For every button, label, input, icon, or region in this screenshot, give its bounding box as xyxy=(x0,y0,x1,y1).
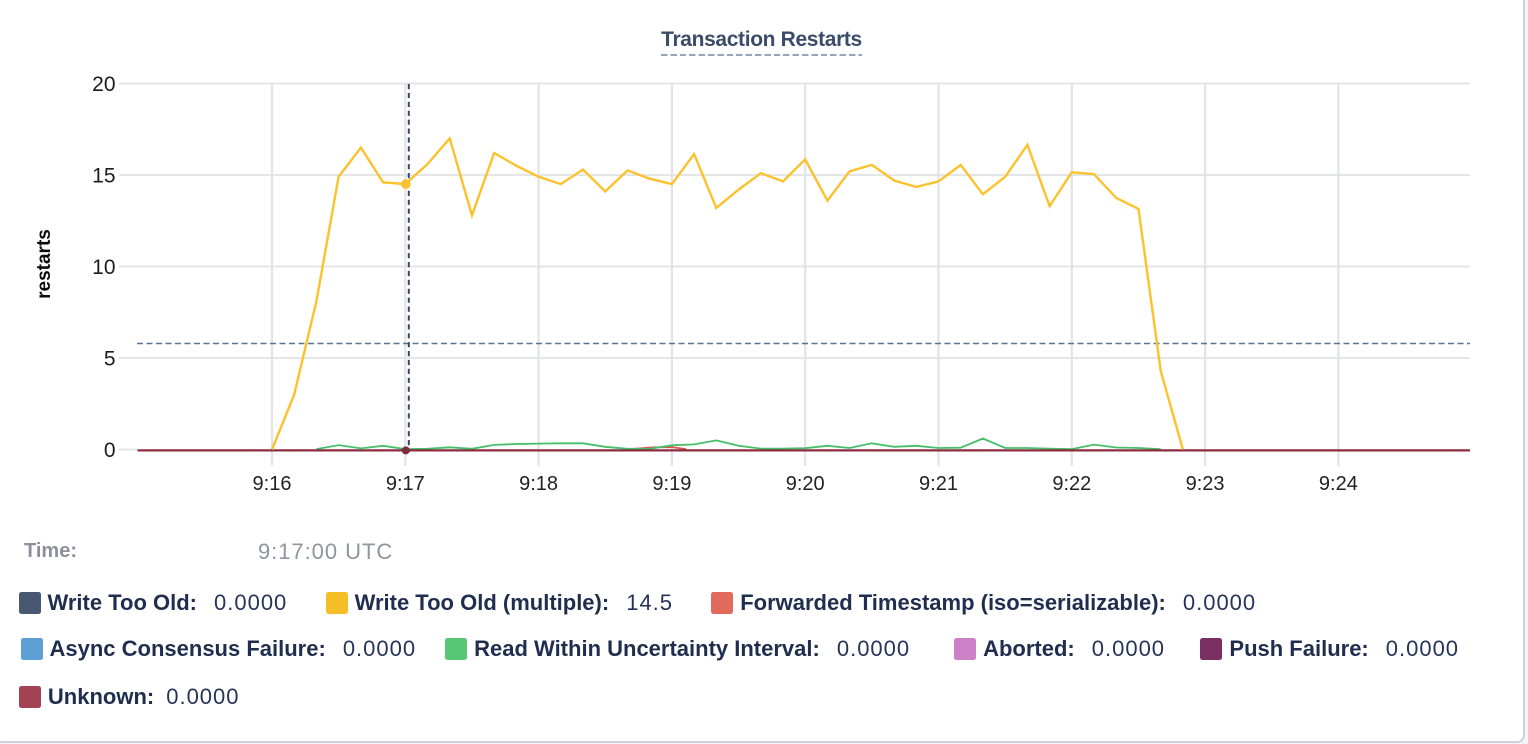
svg-text:0: 0 xyxy=(104,439,116,462)
svg-text:10: 10 xyxy=(92,256,115,279)
svg-text:15: 15 xyxy=(92,165,115,188)
svg-text:9:16: 9:16 xyxy=(253,473,292,495)
svg-text:9:20: 9:20 xyxy=(786,473,825,495)
svg-text:9:17: 9:17 xyxy=(386,473,425,495)
svg-text:9:18: 9:18 xyxy=(519,473,558,495)
svg-text:20: 20 xyxy=(92,73,115,96)
svg-text:9:22: 9:22 xyxy=(1052,473,1091,495)
svg-text:9:24: 9:24 xyxy=(1319,473,1358,495)
svg-text:9:19: 9:19 xyxy=(652,473,691,495)
svg-text:9:21: 9:21 xyxy=(919,473,958,495)
svg-text:5: 5 xyxy=(104,348,116,371)
svg-text:restarts: restarts xyxy=(34,229,55,299)
svg-text:9:23: 9:23 xyxy=(1186,473,1225,495)
